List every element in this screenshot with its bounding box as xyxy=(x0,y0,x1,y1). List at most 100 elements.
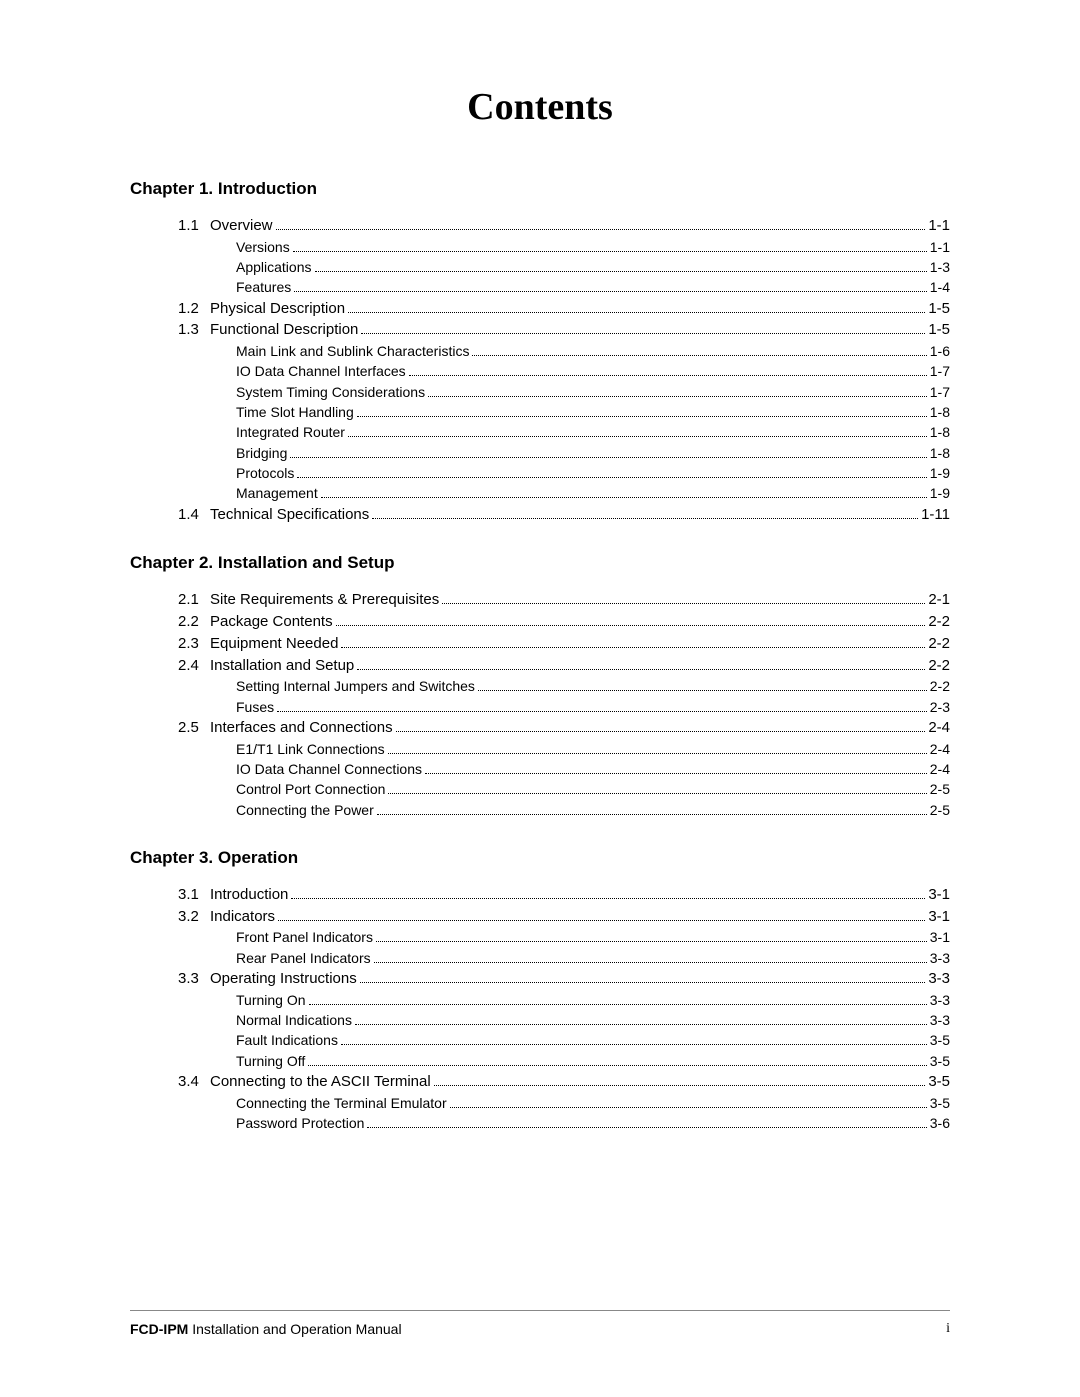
toc-entry-label: IO Data Channel Connections xyxy=(236,759,422,779)
toc-leader-dots xyxy=(315,271,927,272)
toc-entry-label: Rear Panel Indicators xyxy=(236,948,371,968)
toc-section-row: 2.2Package Contents 2-2 xyxy=(178,611,950,633)
toc-entry-page: 3-5 xyxy=(930,1093,950,1113)
toc-leader-dots xyxy=(357,669,925,670)
toc-section-row: 2.5Interfaces and Connections2-4 xyxy=(178,717,950,739)
toc-subsection-row: IO Data Channel Connections 2-4 xyxy=(178,759,950,779)
toc-leader-dots xyxy=(434,1085,926,1086)
toc-entry-page: 2-2 xyxy=(928,633,950,655)
toc-leader-dots xyxy=(293,251,927,252)
toc-section-row: 3.4Connecting to the ASCII Terminal 3-5 xyxy=(178,1071,950,1093)
toc-section-number: 3.4 xyxy=(178,1071,210,1093)
toc-entry-label: Connecting the Power xyxy=(236,800,374,820)
toc-section-number: 1.4 xyxy=(178,504,210,526)
toc-entry-label: Equipment Needed xyxy=(210,633,338,655)
toc-subsection-row: Turning On3-3 xyxy=(178,990,950,1010)
toc-entry-page: 3-1 xyxy=(930,927,950,947)
toc-subsection-row: Protocols1-9 xyxy=(178,463,950,483)
toc-entry-label: Time Slot Handling xyxy=(236,402,354,422)
toc-section-number: 1.2 xyxy=(178,298,210,320)
toc-entry-page: 2-2 xyxy=(928,611,950,633)
toc-entry-page: 1-4 xyxy=(930,277,950,297)
toc-entry-page: 1-1 xyxy=(930,237,950,257)
toc-entry-label: E1/T1 Link Connections xyxy=(236,739,385,759)
toc-entry-page: 2-4 xyxy=(930,759,950,779)
toc-section-number: 3.1 xyxy=(178,884,210,906)
toc-entry-label: Technical Specifications xyxy=(210,504,369,526)
toc-leader-dots xyxy=(357,416,927,417)
toc-section-number: 2.5 xyxy=(178,717,210,739)
toc-leader-dots xyxy=(321,497,927,498)
toc-leader-dots xyxy=(472,355,926,356)
toc-entry-page: 2-2 xyxy=(930,676,950,696)
toc-section-number: 1.1 xyxy=(178,215,210,237)
toc-entry-page: 1-5 xyxy=(928,298,950,320)
toc-entry-label: Fault Indications xyxy=(236,1030,338,1050)
toc-leader-dots xyxy=(278,920,925,921)
toc-leader-dots xyxy=(377,814,927,815)
toc-section-number: 2.2 xyxy=(178,611,210,633)
toc-entry-label: Installation and Setup xyxy=(210,655,354,677)
toc-subsection-row: Normal Indications3-3 xyxy=(178,1010,950,1030)
toc-entry-page: 3-5 xyxy=(928,1071,950,1093)
toc-entry-page: 1-5 xyxy=(928,319,950,341)
toc-entry-label: Fuses xyxy=(236,697,274,717)
toc-entry-label: Features xyxy=(236,277,291,297)
toc-section-row: 1.1Overview1-1 xyxy=(178,215,950,237)
table-of-contents: Chapter 1. Introduction1.1Overview1-1Ver… xyxy=(130,179,950,1133)
toc-entry-label: Main Link and Sublink Characteristics xyxy=(236,341,469,361)
toc-leader-dots xyxy=(372,518,918,519)
toc-subsection-row: Applications 1-3 xyxy=(178,257,950,277)
toc-leader-dots xyxy=(291,898,925,899)
toc-entry-label: Indicators xyxy=(210,906,275,928)
toc-leader-dots xyxy=(478,690,927,691)
toc-section-row: 3.2Indicators3-1 xyxy=(178,906,950,928)
toc-entry-label: Connecting to the ASCII Terminal xyxy=(210,1071,431,1093)
toc-entry-page: 3-3 xyxy=(930,948,950,968)
toc-entry-label: Package Contents xyxy=(210,611,333,633)
toc-entry-label: Versions xyxy=(236,237,290,257)
footer-title: FCD-IPM Installation and Operation Manua… xyxy=(130,1321,402,1337)
toc-entry-page: 1-6 xyxy=(930,341,950,361)
toc-entry-page: 1-9 xyxy=(930,463,950,483)
toc-entry-label: Management xyxy=(236,483,318,503)
toc-section-number: 2.3 xyxy=(178,633,210,655)
toc-leader-dots xyxy=(309,1004,927,1005)
toc-entry-label: Functional Description xyxy=(210,319,358,341)
footer-suffix: Installation and Operation Manual xyxy=(188,1321,401,1337)
toc-leader-dots xyxy=(442,603,925,604)
toc-entry-page: 3-1 xyxy=(928,906,950,928)
toc-entry-label: Front Panel Indicators xyxy=(236,927,373,947)
toc-section-row: 2.3Equipment Needed 2-2 xyxy=(178,633,950,655)
toc-leader-dots xyxy=(374,962,927,963)
toc-section-row: 1.4Technical Specifications 1-11 xyxy=(178,504,950,526)
toc-leader-dots xyxy=(277,711,927,712)
toc-leader-dots xyxy=(294,291,927,292)
toc-leader-dots xyxy=(367,1127,926,1128)
toc-entry-page: 1-3 xyxy=(930,257,950,277)
toc-block: 1.1Overview1-1Versions 1-1 Applications 1-3… xyxy=(178,215,950,525)
toc-entry-page: 2-2 xyxy=(928,655,950,677)
toc-entry-label: Bridging xyxy=(236,443,287,463)
toc-subsection-row: Turning Off3-5 xyxy=(178,1051,950,1071)
toc-subsection-row: Front Panel Indicators 3-1 xyxy=(178,927,950,947)
toc-subsection-row: Bridging1-8 xyxy=(178,443,950,463)
toc-entry-label: System Timing Considerations xyxy=(236,382,425,402)
toc-subsection-row: Rear Panel Indicators 3-3 xyxy=(178,948,950,968)
toc-subsection-row: Management1-9 xyxy=(178,483,950,503)
toc-subsection-row: E1/T1 Link Connections2-4 xyxy=(178,739,950,759)
toc-entry-page: 3-3 xyxy=(928,968,950,990)
toc-leader-dots xyxy=(361,333,925,334)
toc-entry-label: Applications xyxy=(236,257,312,277)
toc-entry-page: 3-5 xyxy=(930,1051,950,1071)
toc-leader-dots xyxy=(297,477,926,478)
toc-leader-dots xyxy=(425,773,927,774)
toc-entry-label: Overview xyxy=(210,215,273,237)
toc-section-row: 2.1Site Requirements & Prerequisites2-1 xyxy=(178,589,950,611)
toc-leader-dots xyxy=(396,731,926,732)
toc-entry-page: 1-11 xyxy=(921,504,950,526)
chapter-heading: Chapter 1. Introduction xyxy=(130,179,950,199)
toc-leader-dots xyxy=(290,457,926,458)
toc-subsection-row: Connecting the Power2-5 xyxy=(178,800,950,820)
toc-entry-label: IO Data Channel Interfaces xyxy=(236,361,406,381)
